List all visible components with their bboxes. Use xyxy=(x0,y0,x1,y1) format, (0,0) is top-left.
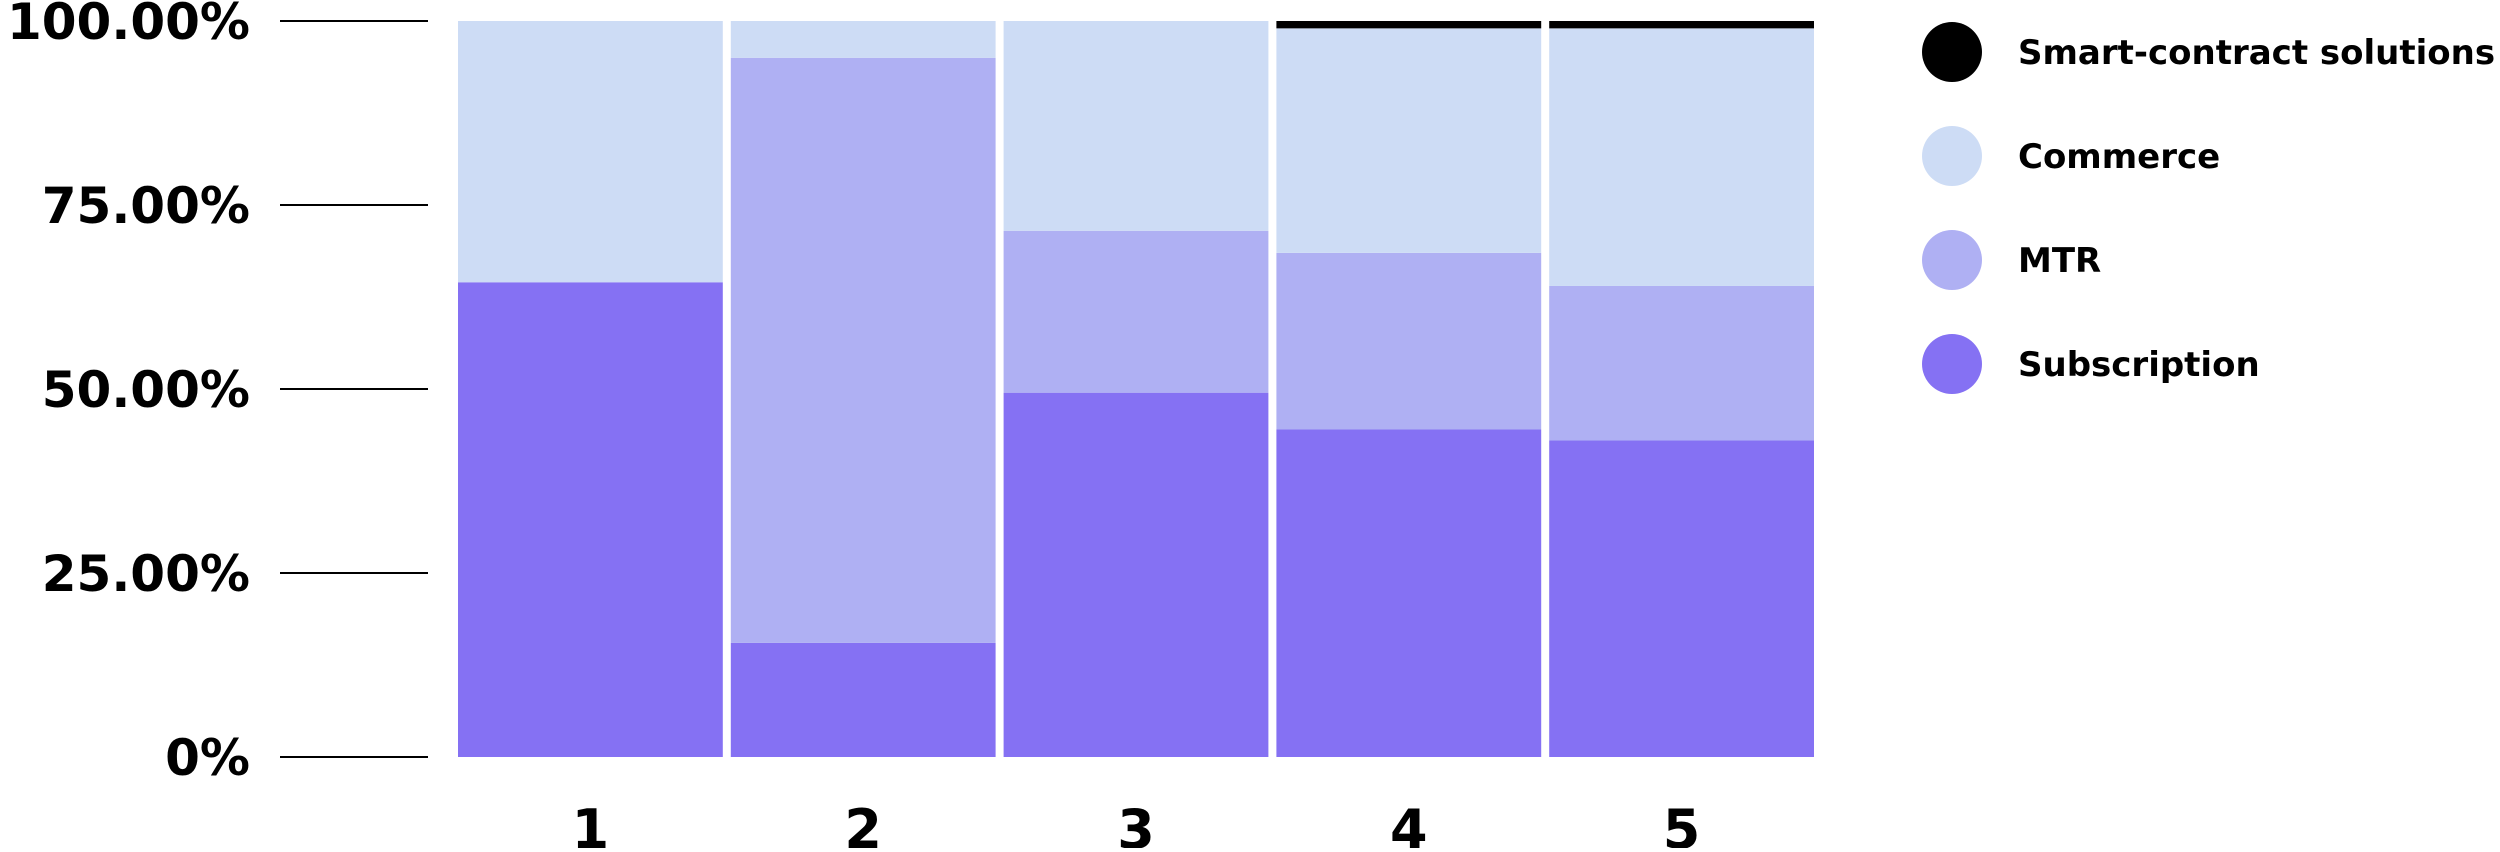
legend-swatch xyxy=(1922,22,1982,82)
legend: Smart-contract solutions Commerce MTR Subsc… xyxy=(1922,22,2495,394)
bar-segment-subscription xyxy=(458,282,723,757)
y-tick-label: 100.00% xyxy=(7,0,250,51)
bar-segment-mtr xyxy=(1549,285,1814,441)
legend-swatch xyxy=(1922,126,1982,186)
bar-segment-commerce xyxy=(1549,28,1814,286)
x-tick-label: 1 xyxy=(572,798,610,848)
bar-segment-subscription xyxy=(1276,429,1542,757)
bar-segment-commerce xyxy=(1003,21,1269,231)
bar-segment-commerce xyxy=(458,21,723,283)
legend-item: Subscription xyxy=(1922,334,2260,394)
bar-segment-smart-contract-solutions xyxy=(1276,21,1542,29)
x-tick-label: 2 xyxy=(844,798,882,848)
y-tick-label: 75.00% xyxy=(42,177,250,235)
legend-label: Smart-contract solutions xyxy=(2018,33,2495,73)
y-tick-label: 25.00% xyxy=(42,545,250,603)
bar-group-3 xyxy=(1003,21,1269,757)
bar-segment-mtr xyxy=(730,57,996,643)
legend-item: Commerce xyxy=(1922,126,2220,186)
legend-swatch xyxy=(1922,230,1982,290)
bar-segment-subscription xyxy=(730,642,996,757)
legend-label: MTR xyxy=(2018,241,2101,281)
bar-segment-commerce xyxy=(730,21,996,58)
y-axis: 0% 25.00% 50.00% 75.00% 100.00% xyxy=(7,0,428,787)
legend-label: Commerce xyxy=(2018,137,2220,177)
legend-label: Subscription xyxy=(2018,345,2260,385)
x-tick-label: 3 xyxy=(1117,798,1155,848)
x-axis: 1 2 3 4 5 xyxy=(572,798,1701,852)
bar-group-5 xyxy=(1549,21,1814,757)
bar-segment-mtr xyxy=(1276,252,1542,430)
bar-segment-subscription xyxy=(1549,440,1814,757)
bar-segment-subscription xyxy=(1003,392,1269,757)
x-tick-label: 4 xyxy=(1390,798,1428,848)
legend-item: MTR xyxy=(1922,230,2101,290)
legend-item: Smart-contract solutions xyxy=(1922,22,2495,82)
bar-segment-mtr xyxy=(1003,230,1269,393)
bar-group-4 xyxy=(1276,21,1542,757)
bars xyxy=(458,21,1814,757)
legend-swatch xyxy=(1922,334,1982,394)
bar-segment-commerce xyxy=(1276,28,1542,253)
y-tick-label: 50.00% xyxy=(42,361,250,419)
bar-group-1 xyxy=(458,21,723,757)
bar-group-2 xyxy=(730,21,996,757)
x-tick-label: 5 xyxy=(1663,798,1701,848)
bar-segment-smart-contract-solutions xyxy=(1549,21,1814,29)
y-tick-label: 0% xyxy=(165,729,250,787)
